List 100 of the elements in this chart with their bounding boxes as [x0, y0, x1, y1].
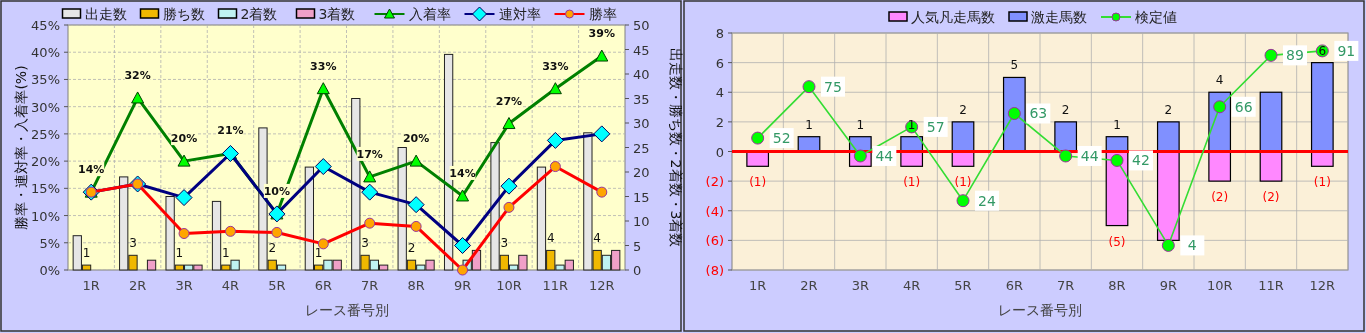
data-label: (2)	[1262, 190, 1280, 205]
x-tick-label: 5R	[954, 278, 972, 293]
y-tick-label: 45%	[31, 18, 60, 33]
x-tick-label: 3R	[175, 278, 193, 293]
point	[224, 225, 236, 237]
point	[1007, 106, 1021, 120]
point	[1110, 153, 1124, 167]
data-label: 66	[1234, 98, 1253, 115]
y2-tick-label: 30	[633, 116, 650, 131]
x-tick-label: 9R	[453, 278, 472, 293]
point	[596, 186, 608, 198]
data-label: (1)	[749, 175, 767, 190]
data-label: 52	[772, 130, 791, 147]
data-label: 44	[1080, 147, 1099, 164]
bar	[1259, 150, 1283, 182]
point	[364, 217, 376, 229]
point	[1161, 238, 1175, 252]
x-tick-label: 11R	[1258, 278, 1284, 293]
point	[454, 237, 472, 254]
point	[271, 226, 283, 238]
data-label: 2	[1164, 102, 1173, 117]
bar	[1259, 91, 1283, 153]
x-tick-label: 10R	[1206, 278, 1233, 293]
y2-tick-label: 50	[633, 18, 650, 33]
y2-tick-label: 20	[633, 165, 650, 180]
data-label: 33%	[310, 59, 337, 73]
point	[1213, 100, 1227, 114]
y-tick-label: 8	[715, 26, 724, 41]
data-label: 32%	[124, 68, 151, 82]
y2-tick-label: 10	[633, 214, 650, 229]
data-label: 1	[82, 246, 91, 261]
y-tick-label: (8)	[705, 263, 724, 278]
x-tick-label: 5R	[268, 278, 286, 293]
bar	[1156, 121, 1180, 153]
legend-label: 連対率	[498, 6, 541, 22]
data-label: 1	[222, 246, 230, 261]
data-label: 44	[875, 147, 894, 164]
data-label: 42	[1132, 152, 1150, 169]
data-label: (1)	[903, 175, 921, 190]
point	[178, 228, 190, 240]
data-label: 3	[129, 236, 137, 251]
data-label: 14%	[449, 166, 476, 180]
bar	[1310, 62, 1334, 153]
bar	[1156, 150, 1180, 241]
x-axis-title: レース番号別	[304, 302, 389, 318]
data-label: 10%	[263, 184, 291, 198]
point	[503, 201, 515, 213]
data-label: 1	[805, 117, 813, 132]
point	[363, 170, 377, 183]
point	[456, 189, 470, 202]
data-label: 4	[1215, 73, 1224, 88]
data-label: 20%	[170, 132, 198, 146]
data-label: 21%	[217, 124, 244, 138]
y-tick-label: 2	[715, 114, 724, 130]
y-tick-label: 20%	[31, 154, 60, 170]
data-label: (5)	[1108, 234, 1126, 249]
y-tick-label: (4)	[705, 203, 724, 219]
point	[548, 82, 562, 95]
y-tick-label: 6	[715, 55, 724, 71]
point	[407, 196, 425, 214]
legend-label: 検定値	[1135, 9, 1177, 25]
x-tick-label: 4R	[903, 278, 921, 293]
data-label: 63	[1029, 105, 1048, 122]
point	[802, 80, 816, 94]
y2-tick-label: 35	[633, 91, 650, 107]
data-label: 89	[1286, 47, 1304, 64]
point	[175, 189, 193, 207]
y2-tick-label: 40	[633, 67, 650, 82]
data-label: 91	[1337, 42, 1356, 59]
data-label: 20%	[402, 132, 430, 146]
x-tick-label: 2R	[800, 278, 818, 293]
x-tick-label: 7R	[361, 278, 379, 293]
y-tick-label: 4	[715, 85, 724, 101]
point	[1059, 149, 1073, 163]
x-tick-label: 11R	[542, 278, 569, 293]
bar	[951, 121, 975, 153]
y-tick-label: 0	[715, 144, 724, 160]
point	[1264, 48, 1278, 62]
data-label: 4	[546, 231, 555, 246]
data-label: (1)	[1313, 175, 1331, 190]
point	[409, 154, 423, 167]
x-tick-label: 7R	[1057, 278, 1075, 293]
legend-label: 人気凡走馬数	[911, 9, 995, 25]
data-label: 6	[1318, 43, 1327, 58]
x-tick-label: 12R	[589, 278, 615, 293]
point	[956, 194, 970, 208]
data-label: 1	[907, 117, 916, 132]
y2-tick-label: 45	[633, 42, 650, 58]
x-tick-label: 10R	[496, 278, 522, 293]
legend-label: 3着数	[318, 6, 356, 22]
y-tick-label: 10%	[31, 208, 60, 224]
x-tick-label: 4R	[221, 278, 240, 293]
x-tick-label: 9R	[1159, 278, 1177, 293]
data-label: (2)	[1211, 190, 1229, 205]
data-label: 1	[314, 246, 323, 261]
data-label: 1	[856, 117, 865, 132]
point	[853, 149, 867, 163]
data-label: 5	[1010, 58, 1019, 73]
y-tick-label: 5%	[39, 235, 60, 251]
point	[177, 154, 191, 167]
